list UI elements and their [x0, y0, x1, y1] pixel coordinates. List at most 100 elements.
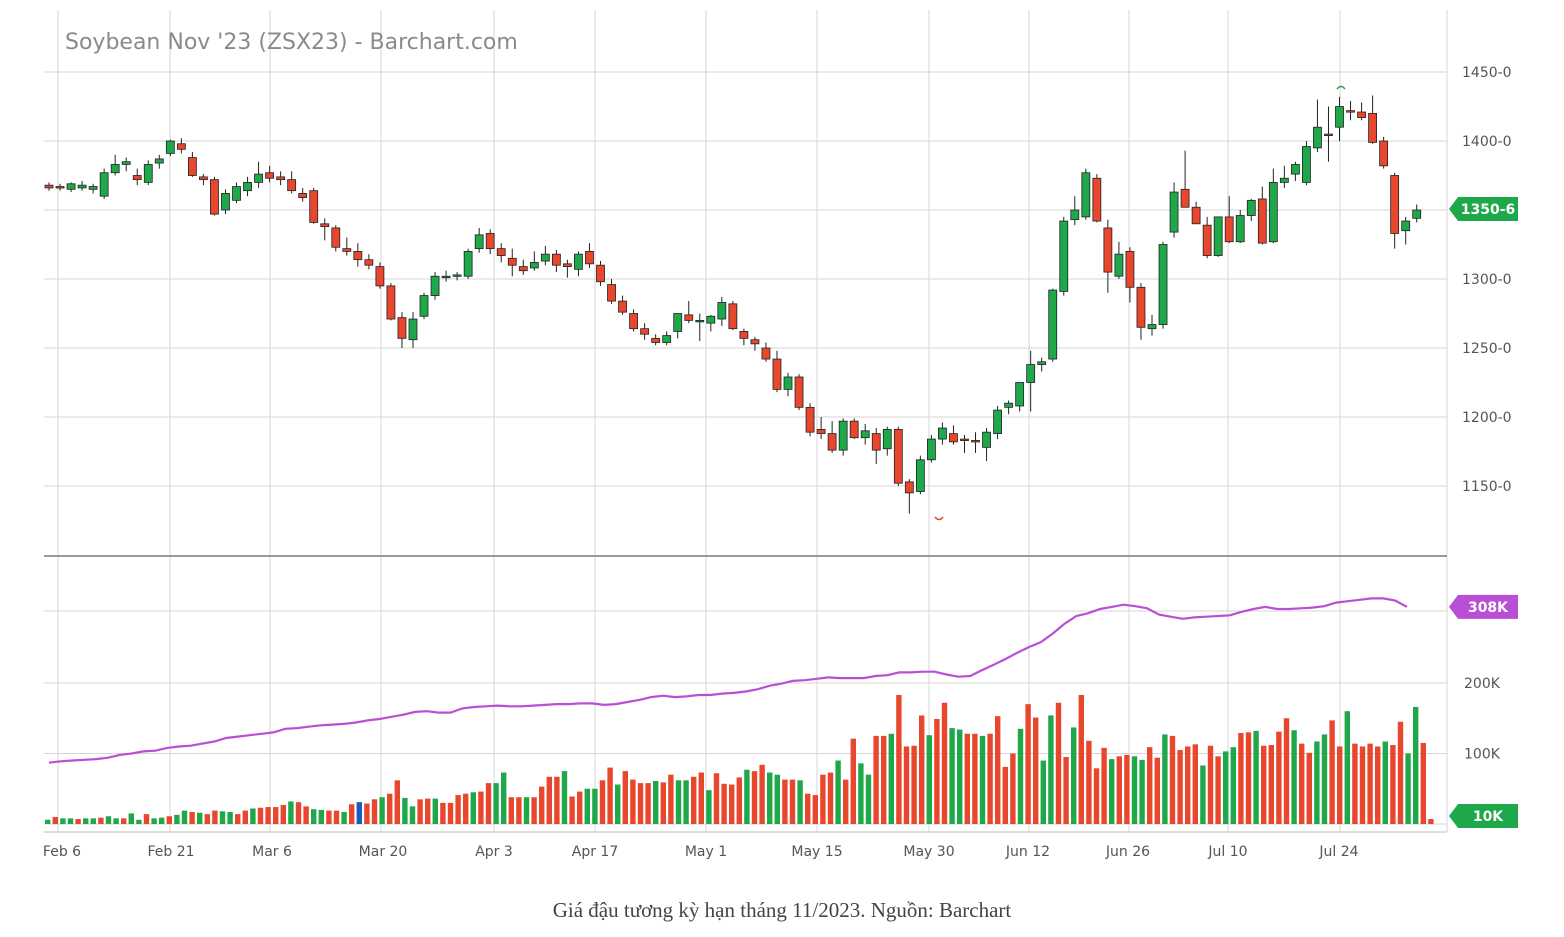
volume-bar [1337, 746, 1343, 824]
volume-bar [1314, 741, 1320, 824]
volume-bar [1306, 752, 1312, 824]
candle-body [1324, 133, 1333, 137]
candle-body [1070, 209, 1080, 221]
candle-body [938, 427, 947, 440]
date-tick-label: Mar 20 [359, 844, 408, 860]
candle-body [1015, 382, 1025, 407]
volume-bar [197, 812, 203, 824]
volume-bar [744, 769, 750, 824]
open-interest-badge: 308K [1449, 594, 1518, 619]
candle-body [419, 295, 429, 317]
candle-body [1379, 140, 1389, 167]
candle-body [904, 481, 914, 494]
volume-bar [599, 780, 606, 824]
volume-bar [295, 802, 302, 824]
candle-body [993, 409, 1002, 434]
volume-bar [1352, 743, 1358, 824]
candle-body [927, 438, 936, 461]
volume-bar [645, 783, 651, 824]
volume-bar [60, 818, 66, 824]
candle-body [728, 303, 738, 330]
volume-tick-label: 200K [1464, 676, 1501, 692]
volume-bar [873, 735, 879, 824]
volume-bar [485, 783, 492, 824]
candle-body [1158, 244, 1168, 325]
date-tick-label: Jun 12 [1005, 844, 1050, 860]
volume-bar [356, 802, 362, 824]
volume-bar [1116, 756, 1122, 824]
volume-bar [105, 816, 112, 824]
candle-body [783, 376, 793, 390]
volume-bar [1124, 754, 1130, 824]
volume-bar [1321, 734, 1328, 824]
candle-body [452, 274, 462, 277]
volume-bar [979, 735, 986, 824]
volume-bar [1139, 759, 1145, 824]
candle-body [496, 248, 506, 256]
volume-bar [1200, 765, 1206, 824]
volume-bar [539, 786, 545, 824]
volume-bar [455, 795, 461, 824]
volume-bar [333, 810, 340, 824]
candle-body [915, 459, 925, 492]
candle-body [982, 431, 991, 448]
volume-bar [713, 773, 720, 824]
volume-bar [409, 806, 416, 824]
volume-bar [858, 763, 864, 824]
chart-title: Soybean Nov '23 (ZSX23) - Barchart.com [65, 30, 518, 55]
grid [44, 10, 1448, 833]
volume-bar [501, 772, 507, 824]
volume-bar [219, 811, 226, 824]
candle-body [684, 314, 694, 321]
volume-bar [774, 774, 780, 824]
date-tick-label: Apr 3 [475, 844, 513, 860]
candle-body [397, 317, 407, 339]
extreme-markers [934, 85, 1346, 521]
volume-bar [75, 819, 81, 824]
volume-bar [903, 746, 910, 824]
volume-bar [1185, 746, 1191, 824]
candle-body [717, 302, 727, 320]
date-tick-label: May 30 [903, 844, 954, 860]
volume-bar [1344, 711, 1350, 824]
candle-body [1412, 209, 1422, 219]
candle-body [287, 179, 297, 192]
volume-bar [1086, 740, 1092, 824]
candle-body [298, 193, 308, 198]
candle-body [232, 186, 241, 201]
price-chart[interactable]: Soybean Nov '23 (ZSX23) - Barchart.com 1… [0, 0, 1564, 890]
candle-body [463, 250, 473, 277]
candle-body [838, 420, 848, 451]
volume-bar [1359, 746, 1366, 824]
volume-bar [516, 797, 522, 824]
candle-body [199, 176, 208, 181]
volume-bar [151, 818, 157, 824]
candle-body [761, 347, 771, 360]
date-tick-label: May 1 [685, 844, 727, 860]
candle-body [276, 176, 286, 181]
volume-bar [561, 771, 568, 824]
candle-body [529, 262, 539, 269]
price-axis: 1450-01400-01350-01300-01250-01200-01150… [1462, 65, 1512, 495]
volume-bar [1223, 751, 1229, 824]
volume-bar [1215, 756, 1221, 824]
candle-body [1191, 206, 1201, 225]
candle-body [750, 339, 760, 345]
volume-bar [1428, 819, 1434, 824]
volume-bar [204, 814, 210, 824]
volume-bar [128, 813, 134, 824]
candle-body [221, 193, 230, 211]
candle-body [1059, 220, 1069, 292]
candle-body [132, 175, 142, 181]
volume-bar [1276, 731, 1282, 824]
volume-bar [569, 796, 575, 824]
volume-bar [531, 797, 537, 824]
volume-bar [1253, 730, 1259, 824]
volume-bar [1382, 741, 1388, 824]
candle-body [739, 331, 749, 339]
volume-bar [1071, 727, 1077, 824]
volume-bar [911, 745, 917, 824]
volume-bar [478, 791, 484, 824]
volume-bar [1397, 721, 1404, 824]
volume-bar [888, 733, 894, 824]
